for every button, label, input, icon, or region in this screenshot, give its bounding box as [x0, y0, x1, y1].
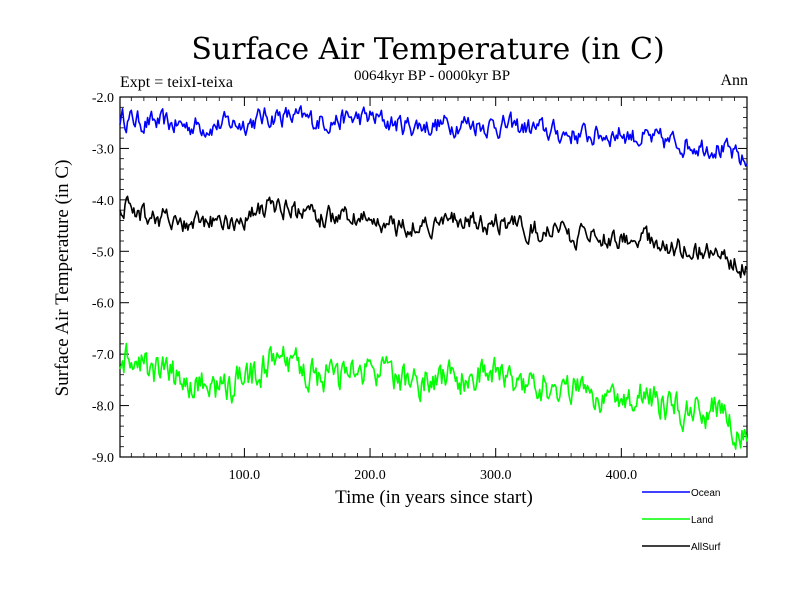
axes: -2.0 -3.0 -4.0 -5.0 -6.0 -7.0 -8.0 -9.0 100.0 200…: [92, 91, 747, 483]
legend-label-ocean: Ocean: [691, 488, 720, 499]
series-layer: [119, 105, 748, 450]
season-note: Ann: [720, 72, 748, 89]
experiment-note: Expt = teixI-teixa: [120, 74, 233, 91]
x-tick-label: 200.0: [354, 468, 386, 483]
series-line-ocean: [119, 105, 748, 167]
plot-area: [119, 96, 748, 458]
legend-label-allsurf: AllSurf: [691, 542, 721, 553]
y-axis-label: Surface Air Temperature (in C): [52, 160, 73, 397]
y-tick-label: -7.0: [92, 348, 114, 363]
x-tick-label: 400.0: [606, 468, 638, 483]
legend-label-land: Land: [691, 515, 713, 526]
x-axis-label: Time (in years since start): [335, 487, 533, 508]
series-line-land: [119, 342, 748, 450]
x-tick-label: 300.0: [480, 468, 512, 483]
y-tick-label: -8.0: [92, 400, 114, 415]
y-tick-label: -3.0: [92, 142, 114, 157]
chart-title: Surface Air Temperature (in C): [191, 32, 664, 67]
plot-frame: [119, 96, 748, 458]
y-tick-label: -9.0: [92, 451, 114, 466]
chart-subtitle: 0064kyr BP - 0000kyr BP: [354, 68, 510, 84]
y-tick-label: -5.0: [92, 245, 114, 260]
y-tick-label: -2.0: [92, 91, 114, 106]
legend: Ocean Land AllSurf: [642, 488, 721, 553]
y-tick-label: -4.0: [92, 194, 114, 209]
y-tick-label: -6.0: [92, 297, 114, 312]
series-line-allsurf: [119, 195, 748, 279]
x-tick-label: 100.0: [229, 468, 261, 483]
